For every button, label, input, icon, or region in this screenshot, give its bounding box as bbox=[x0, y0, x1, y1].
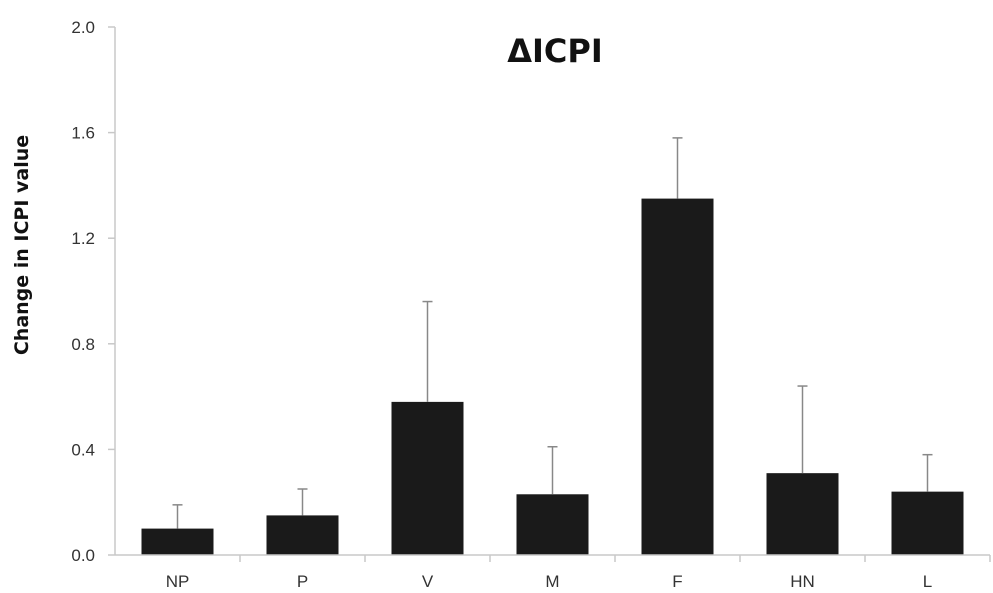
x-tick-label-p: P bbox=[297, 572, 308, 591]
x-tick-label-m: M bbox=[545, 572, 559, 591]
bar-v bbox=[391, 401, 464, 555]
y-tick-label: 0.0 bbox=[71, 546, 95, 565]
x-tick-label-np: NP bbox=[166, 572, 190, 591]
bar-hn bbox=[766, 473, 839, 555]
y-tick-label: 1.6 bbox=[71, 124, 95, 143]
bar-p bbox=[266, 515, 339, 555]
bar-m bbox=[516, 494, 589, 555]
chart-title: ΔICPI bbox=[507, 32, 603, 70]
x-tick-label-v: V bbox=[422, 572, 434, 591]
x-axis-ticks: NP P V M F HN L bbox=[166, 555, 991, 591]
y-axis-ticks: 0.0 0.4 0.8 1.2 1.6 2.0 bbox=[71, 18, 115, 565]
bar-l bbox=[891, 491, 964, 555]
bar-np bbox=[141, 528, 214, 555]
bars-group bbox=[141, 137, 964, 555]
y-tick-label: 0.4 bbox=[71, 440, 95, 459]
x-tick-label-l: L bbox=[923, 572, 932, 591]
y-tick-label: 2.0 bbox=[71, 18, 95, 37]
bar-f bbox=[641, 198, 714, 555]
y-axis-title: Change in ICPI value bbox=[11, 135, 33, 355]
y-tick-label: 0.8 bbox=[71, 335, 95, 354]
x-tick-label-f: F bbox=[672, 572, 682, 591]
x-tick-label-hn: HN bbox=[790, 572, 815, 591]
y-tick-label: 1.2 bbox=[71, 229, 95, 248]
axes-group bbox=[114, 27, 990, 556]
